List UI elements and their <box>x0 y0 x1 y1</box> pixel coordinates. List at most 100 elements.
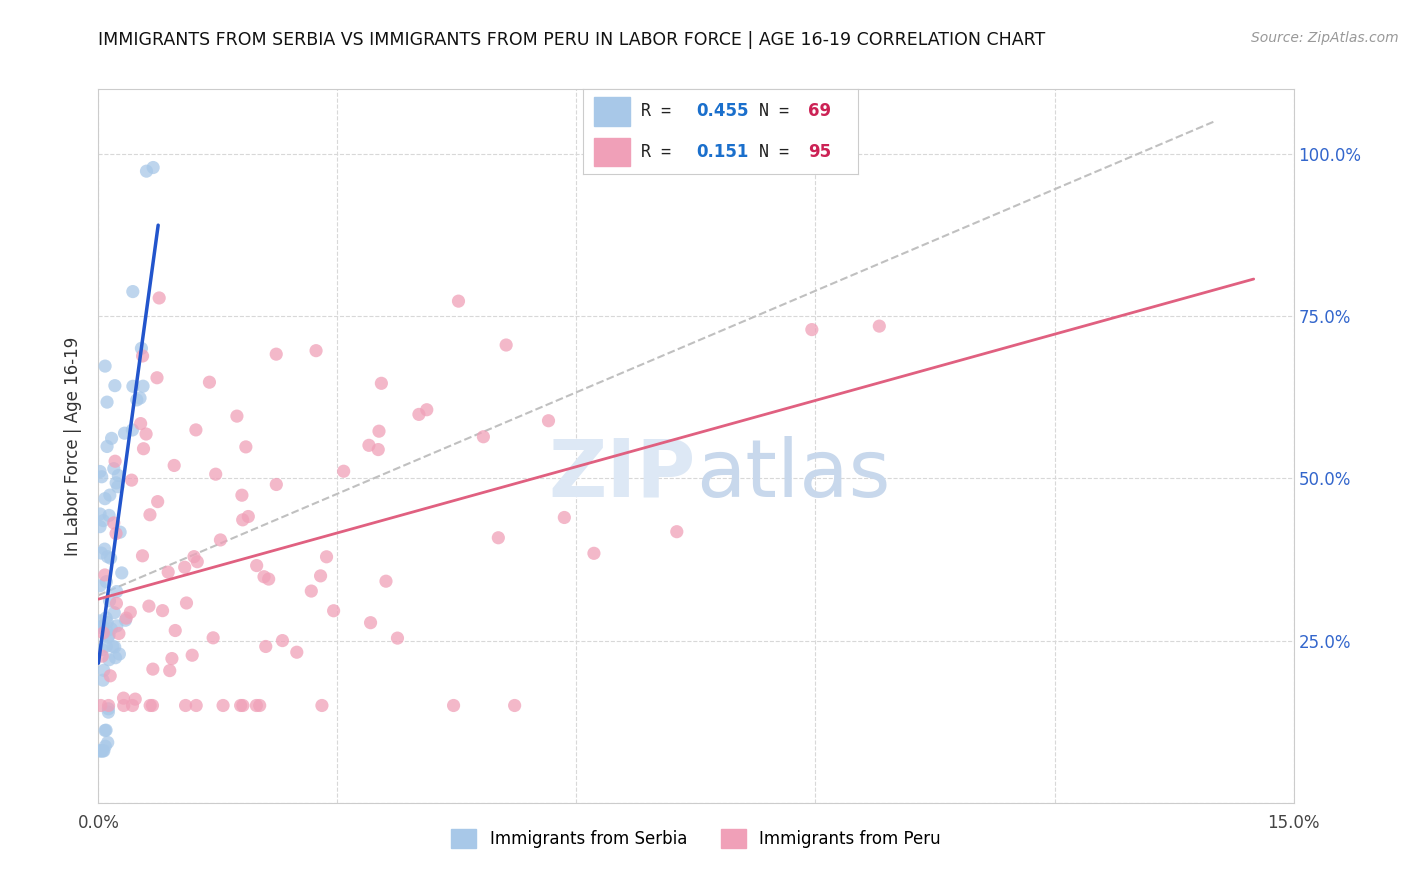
Point <box>299 584 322 599</box>
Point <box>360 615 382 630</box>
Text: ZIP: ZIP <box>548 435 696 514</box>
Point <box>98 508 121 523</box>
Point <box>105 596 128 610</box>
Point <box>97 630 120 644</box>
Text: atlas: atlas <box>696 435 890 514</box>
Point <box>89 465 111 479</box>
Text: N =: N = <box>759 143 799 161</box>
Text: Source: ZipAtlas.com: Source: ZipAtlas.com <box>1251 31 1399 45</box>
Point <box>94 739 117 754</box>
Point <box>98 653 121 667</box>
Point <box>135 164 157 178</box>
Point <box>90 744 112 758</box>
Point <box>96 615 118 630</box>
Point <box>108 525 131 540</box>
Point <box>416 402 439 417</box>
Point <box>94 568 117 582</box>
Point <box>181 648 204 663</box>
Point <box>94 723 117 738</box>
Point <box>89 620 111 634</box>
Point <box>104 640 127 654</box>
Point <box>101 640 124 654</box>
Point <box>495 338 517 352</box>
Point <box>231 488 253 502</box>
Point <box>90 469 112 483</box>
Point <box>115 611 138 625</box>
Point <box>159 664 181 678</box>
Point <box>132 442 155 456</box>
Point <box>100 551 122 566</box>
Point <box>408 408 430 422</box>
Text: 0.455: 0.455 <box>696 103 748 120</box>
Point <box>212 698 235 713</box>
Point <box>120 605 142 619</box>
Point <box>105 584 128 599</box>
Point <box>89 519 111 533</box>
Point <box>472 430 495 444</box>
Point <box>122 379 145 393</box>
Point <box>322 604 344 618</box>
Point <box>105 475 128 490</box>
Point <box>198 375 221 389</box>
Text: IMMIGRANTS FROM SERBIA VS IMMIGRANTS FROM PERU IN LABOR FORCE | AGE 16-19 CORREL: IMMIGRANTS FROM SERBIA VS IMMIGRANTS FRO… <box>98 31 1046 49</box>
Point <box>114 426 136 441</box>
Point <box>176 596 198 610</box>
Point <box>229 698 252 713</box>
Point <box>486 531 509 545</box>
Point <box>107 468 129 483</box>
Point <box>121 285 143 299</box>
Point <box>89 744 111 758</box>
Point <box>266 477 288 491</box>
Text: R =: R = <box>641 103 681 120</box>
Point <box>582 546 605 560</box>
Point <box>94 491 117 506</box>
Point <box>146 370 169 384</box>
Point <box>375 574 398 589</box>
Point <box>537 414 560 428</box>
Point <box>139 698 162 713</box>
Point <box>387 631 409 645</box>
Point <box>132 379 155 393</box>
Point <box>97 735 120 749</box>
Point <box>89 614 111 628</box>
Point <box>139 508 162 522</box>
Point <box>246 558 269 573</box>
Point <box>104 378 127 392</box>
Point <box>96 574 118 589</box>
Point <box>204 467 226 482</box>
Point <box>104 650 127 665</box>
Point <box>103 516 125 530</box>
Text: R =: R = <box>641 143 692 161</box>
Point <box>98 488 121 502</box>
Point <box>91 744 114 758</box>
Point <box>253 570 276 584</box>
Point <box>96 640 118 654</box>
Point <box>257 572 280 586</box>
Point <box>209 533 232 547</box>
Point <box>173 560 195 574</box>
Point <box>96 549 118 564</box>
Point <box>665 524 688 539</box>
Point <box>271 633 294 648</box>
Point <box>226 409 249 424</box>
Point <box>108 647 131 661</box>
Point <box>91 649 114 664</box>
Point <box>96 624 118 638</box>
Point <box>503 698 526 713</box>
Point <box>138 599 160 613</box>
Point <box>93 663 115 677</box>
Point <box>121 698 143 713</box>
Point <box>105 619 128 633</box>
Point <box>103 461 125 475</box>
Point <box>131 349 153 363</box>
Point <box>90 546 112 560</box>
Point <box>249 698 271 713</box>
Point <box>135 427 157 442</box>
Point <box>111 566 134 580</box>
Point <box>97 702 120 716</box>
Point <box>89 507 111 521</box>
Point <box>121 423 143 437</box>
Y-axis label: In Labor Force | Age 16-19: In Labor Force | Age 16-19 <box>65 336 83 556</box>
Legend: Immigrants from Serbia, Immigrants from Peru: Immigrants from Serbia, Immigrants from … <box>444 822 948 855</box>
Text: N =: N = <box>759 103 799 120</box>
